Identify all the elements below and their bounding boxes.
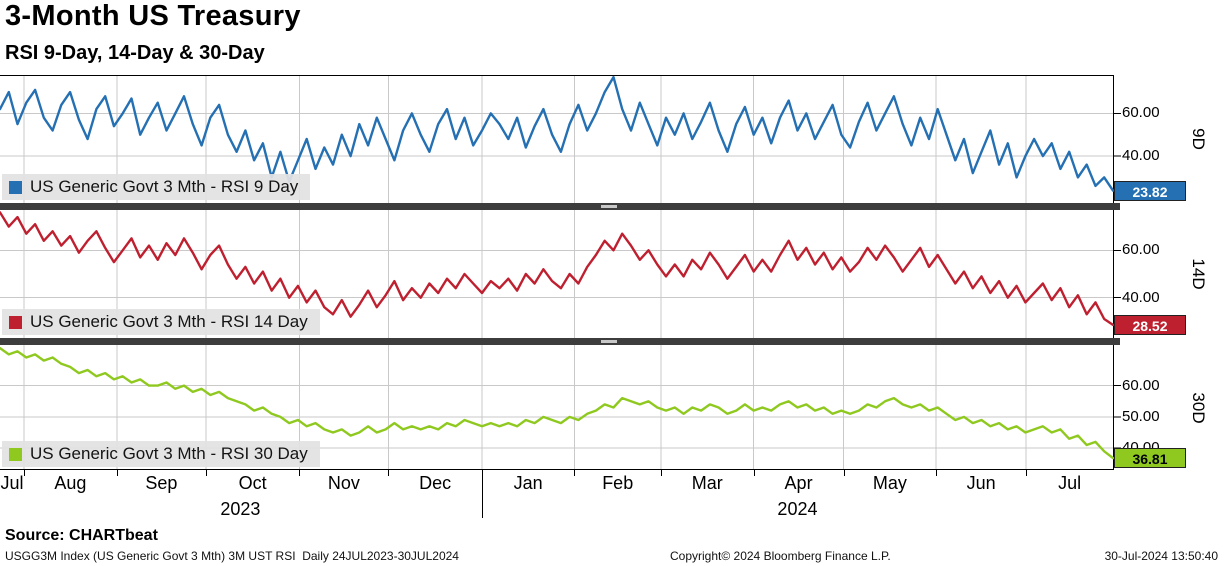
month-tick [661, 470, 663, 476]
panel-divider[interactable] [0, 338, 1120, 345]
panel-9d: 60.00 40.00 US Generic Govt 3 Mth - RSI 9 … [0, 75, 1224, 203]
legend-swatch-icon [9, 315, 22, 329]
footer-copyright: Copyright© 2024 Bloomberg Finance L.P. [670, 549, 891, 563]
month-tick [574, 470, 576, 476]
last-value-badge-9d: 23.82 [1114, 180, 1186, 201]
month-tick [388, 470, 390, 476]
legend-label: US Generic Govt 3 Mth - RSI 9 Day [30, 177, 299, 196]
legend-label: US Generic Govt 3 Mth - RSI 30 Day [30, 444, 308, 463]
divider-handle-icon[interactable] [601, 205, 617, 208]
y-tick-label: 60.00 [1122, 376, 1160, 394]
chart-subtitle: RSI 9-Day, 14-Day & 30-Day [5, 42, 265, 64]
panel-side-label-30d: 30D [1189, 391, 1208, 424]
panel-divider[interactable] [0, 203, 1120, 210]
month-tick [299, 470, 301, 476]
y-tick-label: 60.00 [1122, 104, 1160, 122]
legend-14d: US Generic Govt 3 Mth - RSI 14 Day [2, 309, 320, 335]
rsi-14d-line [0, 211, 1115, 327]
legend-30d: US Generic Govt 3 Mth - RSI 30 Day [2, 441, 320, 467]
footer-security-info: USGG3M Index (US Generic Govt 3 Mth) 3M … [5, 549, 459, 563]
chart-title: 3-Month US Treasury [5, 0, 301, 32]
month-tick [843, 470, 845, 476]
year-separator [481, 470, 483, 518]
month-tick [1026, 470, 1028, 476]
panel-side-label-14d: 14D [1189, 258, 1208, 290]
y-tick-label: 40.00 [1122, 288, 1160, 306]
month-tick-label: Feb [602, 473, 634, 493]
last-value-badge-30d: 36.81 [1114, 448, 1186, 469]
panel-side-label-9d: 9D [1189, 128, 1208, 150]
month-tick-label: Dec [419, 473, 452, 493]
month-tick-label: Jun [966, 473, 996, 493]
month-tick-label: Jul [0, 473, 24, 493]
month-tick-label: Apr [784, 473, 813, 493]
y-tick-label: 40.00 [1122, 147, 1160, 165]
y-tick-label: 50.00 [1122, 407, 1160, 425]
month-tick-label: Oct [238, 473, 267, 493]
divider-handle-icon[interactable] [601, 340, 617, 343]
rsi-30d-line [0, 346, 1115, 460]
month-tick-label: Nov [327, 473, 360, 493]
last-value-badge-14d: 28.52 [1114, 314, 1186, 335]
month-tick-label: Jan [513, 473, 543, 493]
month-tick [116, 470, 118, 476]
month-tick-label: Aug [54, 473, 87, 493]
month-tick-label: Jul [1058, 473, 1082, 493]
y-tick-label: 60.00 [1122, 241, 1160, 259]
legend-label: US Generic Govt 3 Mth - RSI 14 Day [30, 312, 308, 331]
year-tick-label: 2024 [777, 499, 818, 519]
rsi-9d-line [0, 75, 1115, 192]
legend-swatch-icon [9, 447, 22, 461]
month-tick-label: May [872, 473, 907, 493]
year-tick-label: 2023 [220, 499, 261, 519]
month-tick-label: Sep [145, 473, 178, 493]
footer-timestamp: 30-Jul-2024 13:50:40 [1104, 549, 1218, 563]
source-label: Source: CHARTbeat [5, 527, 158, 544]
month-tick [23, 470, 25, 476]
month-tick [936, 470, 938, 476]
month-tick-label: Mar [691, 473, 723, 493]
month-tick [205, 470, 207, 476]
panel-14d: 60.00 40.00 US Generic Govt 3 Mth - RSI 14… [0, 210, 1224, 338]
month-tick [753, 470, 755, 476]
legend-swatch-icon [9, 180, 22, 194]
legend-9d: US Generic Govt 3 Mth - RSI 9 Day [2, 174, 311, 200]
